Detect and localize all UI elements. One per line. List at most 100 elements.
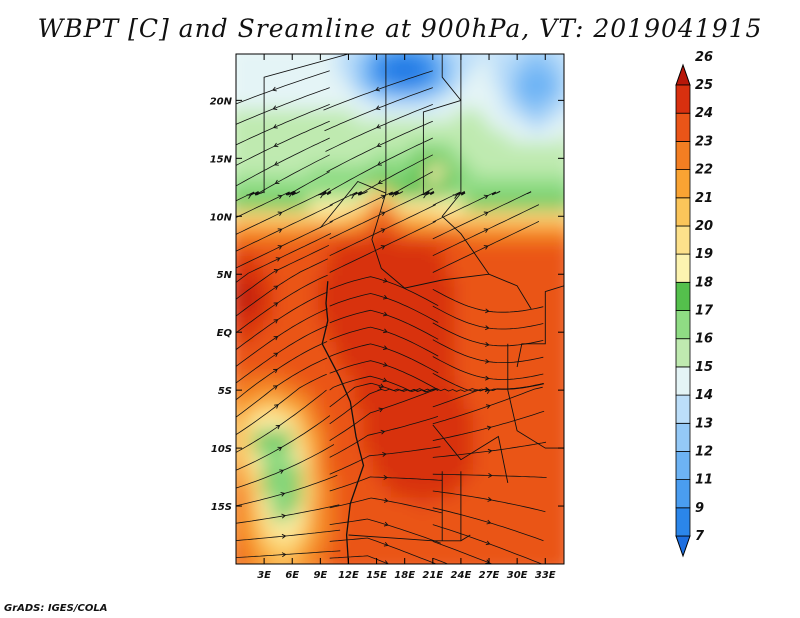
field-cell bbox=[372, 386, 383, 399]
field-cell bbox=[363, 176, 374, 189]
field-cell bbox=[427, 475, 438, 488]
field-cell bbox=[509, 54, 520, 67]
field-cell bbox=[363, 120, 374, 133]
field-cell bbox=[245, 353, 256, 366]
field-cell bbox=[290, 109, 301, 122]
field-cell bbox=[327, 342, 338, 355]
field-cell bbox=[381, 408, 392, 421]
chart-title: WBPT [C] and Sreamline at 900hPa, VT: 20… bbox=[37, 14, 763, 43]
field-cell bbox=[327, 408, 338, 421]
field-cell bbox=[536, 275, 547, 288]
field-cell bbox=[564, 542, 574, 554]
field-cell bbox=[390, 519, 401, 532]
field-cell bbox=[390, 87, 401, 100]
field-cell bbox=[463, 419, 474, 432]
field-cell bbox=[564, 309, 574, 321]
field-cell bbox=[463, 220, 474, 233]
field-cell bbox=[272, 198, 283, 211]
field-cell bbox=[518, 353, 529, 366]
field-cell bbox=[354, 198, 365, 211]
streamline bbox=[326, 120, 433, 173]
field-cell bbox=[500, 164, 511, 177]
field-cell bbox=[491, 353, 502, 366]
field-cell bbox=[272, 220, 283, 233]
field-cell bbox=[290, 54, 301, 55]
streamline bbox=[432, 190, 501, 223]
field-cell bbox=[545, 408, 556, 421]
field-cell bbox=[491, 87, 502, 100]
field-cell bbox=[427, 253, 438, 266]
field-cell bbox=[245, 131, 256, 144]
field-cell bbox=[427, 408, 438, 421]
field-cell bbox=[409, 220, 420, 233]
field-cell bbox=[527, 176, 538, 189]
field-cell bbox=[482, 286, 493, 299]
field-cell bbox=[290, 519, 301, 532]
field-cell bbox=[290, 508, 301, 521]
field-cell bbox=[472, 54, 483, 55]
field-cell bbox=[272, 309, 283, 322]
field-cell bbox=[518, 397, 529, 410]
field-cell bbox=[245, 87, 256, 100]
field-cell bbox=[445, 353, 456, 366]
field-cell bbox=[390, 508, 401, 521]
field-cell bbox=[390, 264, 401, 277]
field-cell bbox=[409, 397, 420, 410]
field-cell bbox=[354, 98, 365, 111]
colorbar-segment bbox=[675, 338, 691, 368]
field-cell bbox=[272, 131, 283, 144]
field-cell bbox=[390, 364, 401, 377]
field-cell bbox=[281, 353, 292, 366]
field-cell bbox=[472, 519, 483, 532]
field-cell bbox=[236, 353, 247, 366]
field-cell bbox=[463, 286, 474, 299]
streamline bbox=[329, 389, 436, 441]
field-cell bbox=[527, 65, 538, 78]
field-cell bbox=[454, 375, 465, 388]
field-cell bbox=[245, 442, 256, 455]
field-cell bbox=[545, 375, 556, 388]
field-cell bbox=[454, 198, 465, 211]
field-cell bbox=[482, 231, 493, 244]
field-cell bbox=[491, 475, 502, 488]
field-cell bbox=[427, 54, 438, 55]
field-cell bbox=[463, 164, 474, 177]
field-cell bbox=[236, 497, 247, 510]
field-cell bbox=[527, 253, 538, 266]
field-cell bbox=[308, 231, 319, 244]
field-cell bbox=[554, 375, 564, 388]
field-cell bbox=[427, 120, 438, 133]
field-cell bbox=[281, 253, 292, 266]
field-cell bbox=[418, 486, 429, 499]
field-cell bbox=[527, 142, 538, 155]
field-cell bbox=[363, 153, 374, 166]
field-cell bbox=[564, 198, 574, 210]
field-cell bbox=[254, 54, 265, 55]
x-tick-label: 33E bbox=[535, 570, 556, 581]
field-cell bbox=[409, 375, 420, 388]
field-cell bbox=[336, 297, 347, 310]
field-cell bbox=[545, 309, 556, 322]
field-cell bbox=[254, 253, 265, 266]
x-tick-label: 18E bbox=[394, 570, 415, 581]
field-cell bbox=[509, 231, 520, 244]
field-cell bbox=[299, 364, 310, 377]
field-cell bbox=[254, 286, 265, 299]
field-cell bbox=[509, 220, 520, 233]
field-cell bbox=[263, 98, 274, 111]
field-cell bbox=[281, 131, 292, 144]
field-cell bbox=[245, 320, 256, 333]
border-line bbox=[516, 285, 564, 368]
field-cell bbox=[463, 386, 474, 399]
field-cell bbox=[372, 297, 383, 310]
field-cell bbox=[500, 54, 511, 55]
field-cell bbox=[518, 142, 529, 155]
field-cell bbox=[545, 486, 556, 499]
streamline bbox=[329, 497, 442, 514]
field-cell bbox=[564, 486, 574, 498]
field-cell bbox=[363, 76, 374, 89]
field-cell bbox=[482, 530, 493, 543]
field-cell bbox=[345, 386, 356, 399]
field-cell bbox=[463, 320, 474, 333]
field-cell bbox=[491, 530, 502, 543]
